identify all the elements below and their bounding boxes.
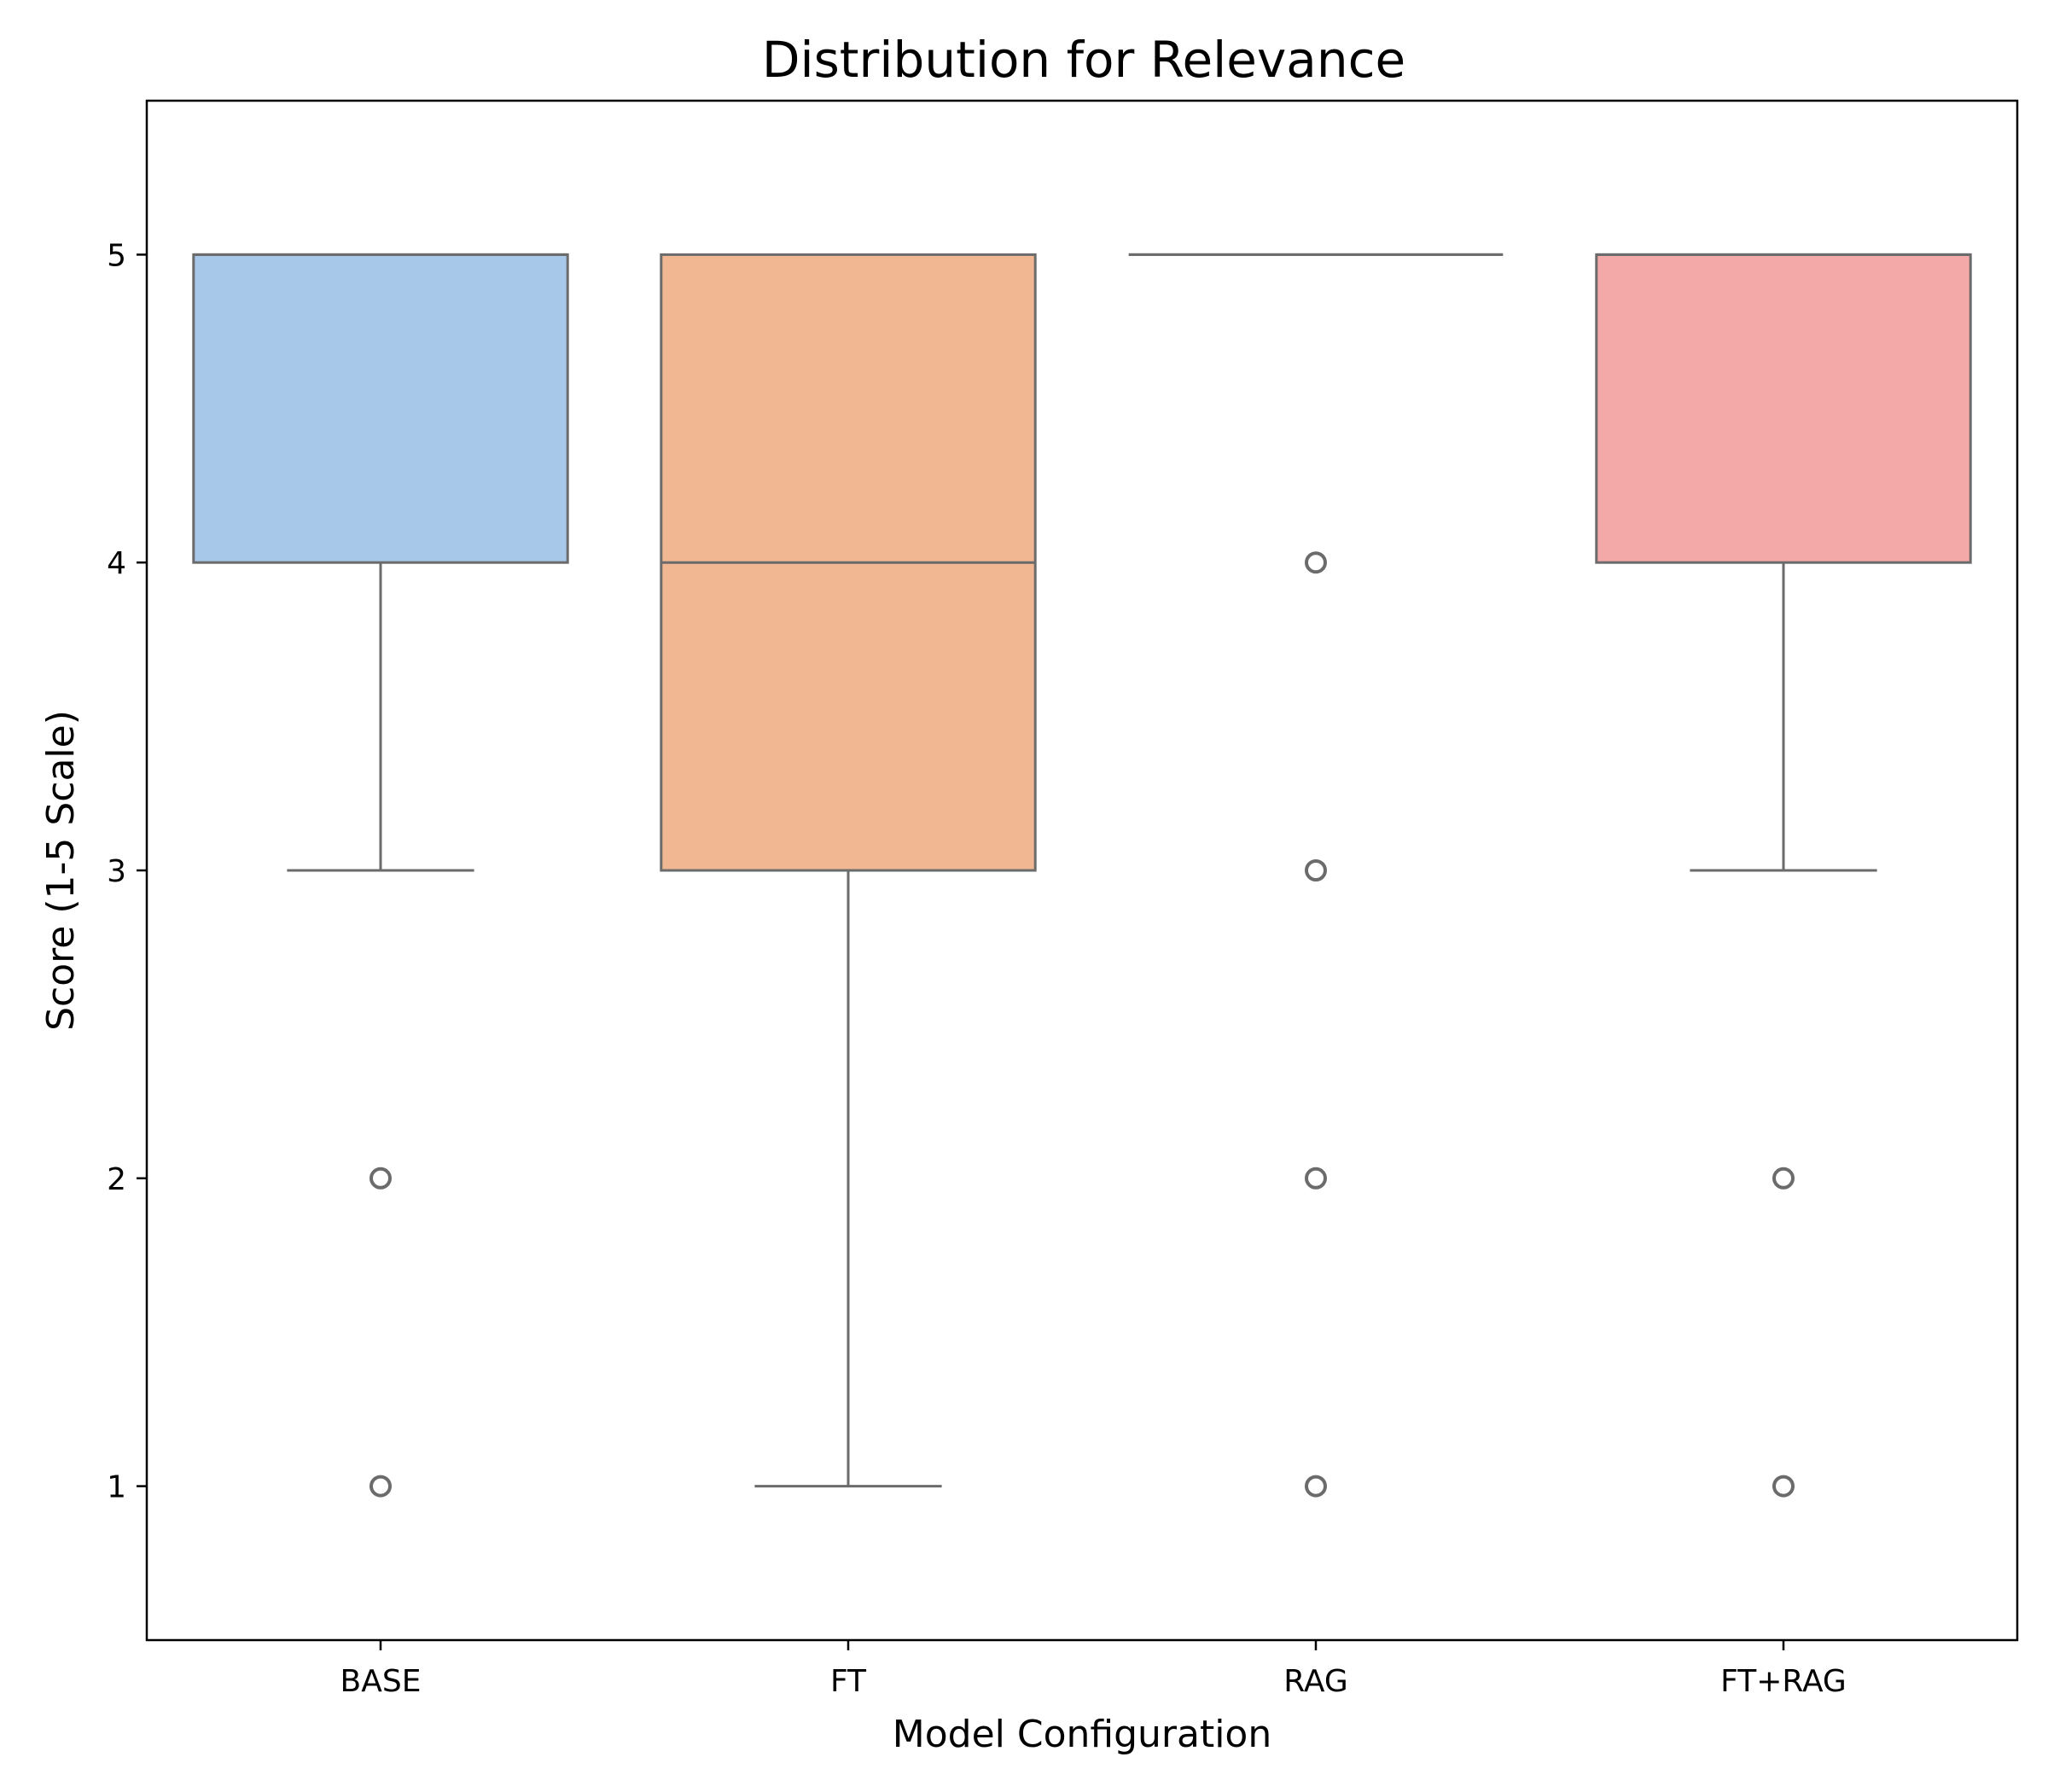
outlier-point (1772, 1167, 1795, 1190)
y-tick-label: 4 (107, 546, 126, 581)
x-tick-label: BASE (340, 1664, 422, 1699)
outlier-point (1305, 551, 1327, 574)
plot-area (192, 253, 1972, 1498)
box-0 (192, 253, 569, 1498)
box-2 (1128, 253, 1504, 1498)
x-tick-label: RAG (1283, 1664, 1347, 1699)
chart-title: Distribution for Relevance (762, 31, 1405, 89)
y-axis-label: Score (1-5 Scale) (39, 710, 83, 1031)
outlier-point (1305, 859, 1327, 881)
outlier-point (1772, 1475, 1795, 1498)
x-axis-label: Model Configuration (893, 1713, 1272, 1756)
outlier-point (1305, 1167, 1327, 1190)
iqr-box (1595, 253, 1972, 564)
box-3 (1595, 253, 1972, 1498)
outlier-point (369, 1475, 392, 1498)
y-tick-label: 3 (107, 854, 126, 889)
box-1 (660, 253, 1037, 1488)
y-tick-label: 1 (107, 1470, 126, 1505)
x-tick-label: FT+RAG (1720, 1664, 1847, 1699)
axes: BASE FT RAG FT+RAG 1 2 3 4 5 (107, 238, 1847, 1699)
x-tick-label: FT (830, 1664, 867, 1699)
outlier-point (369, 1167, 392, 1190)
outlier-point (1305, 1475, 1327, 1498)
iqr-box (192, 253, 569, 564)
y-tick-label: 5 (107, 238, 126, 273)
y-tick-label: 2 (107, 1162, 126, 1197)
